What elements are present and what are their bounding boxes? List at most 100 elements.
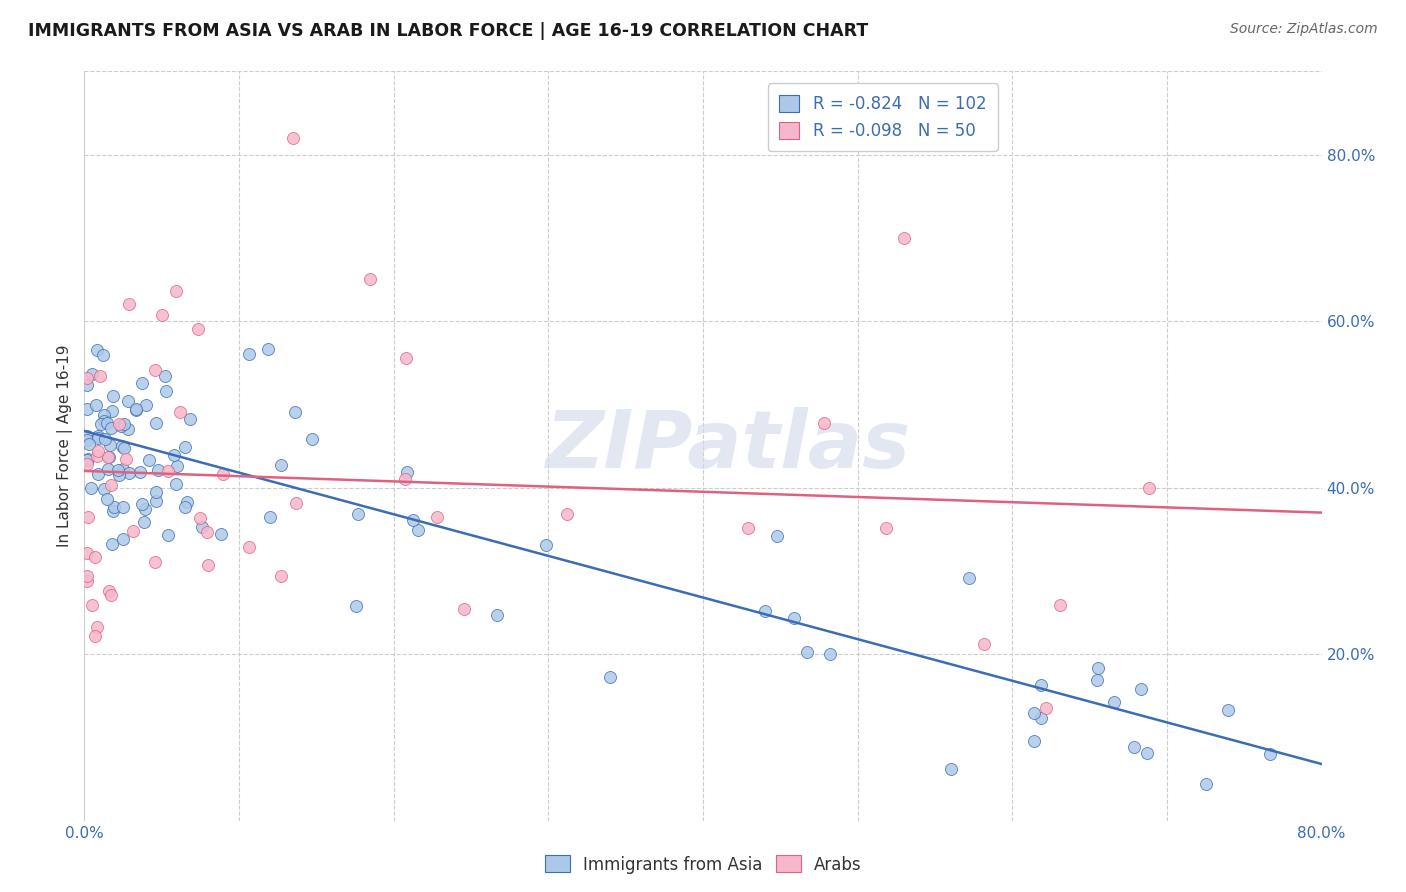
Point [84, 629, 107, 643]
Point [555, 507, 578, 521]
Point [114, 441, 136, 455]
Point [79, 437, 101, 451]
Point [86, 343, 108, 358]
Point [86, 449, 108, 463]
Point [259, 509, 281, 524]
Point [93, 483, 115, 497]
Point [101, 504, 124, 518]
Point [77, 510, 100, 524]
Point [165, 284, 187, 298]
Point [145, 485, 167, 500]
Point [396, 465, 419, 479]
Legend: R = -0.824   N = 102, R = -0.098   N = 50: R = -0.824 N = 102, R = -0.098 N = 50 [768, 84, 998, 152]
Point [301, 432, 323, 446]
Point [131, 376, 153, 390]
Point [107, 462, 129, 476]
Point [197, 558, 219, 573]
Point [101, 404, 124, 418]
Point [157, 527, 180, 541]
Point [599, 670, 621, 684]
Point [125, 402, 148, 417]
Point [820, 647, 842, 661]
Point [344, 599, 367, 613]
Point [83, 549, 105, 564]
Point [94, 432, 117, 446]
Point [96, 416, 118, 430]
Point [132, 515, 155, 529]
Point [103, 500, 125, 515]
Point [135, 398, 157, 412]
Point [76, 546, 98, 560]
Point [76, 402, 98, 417]
Point [270, 458, 292, 472]
Point [238, 541, 260, 555]
Point [86, 620, 108, 634]
Point [98, 584, 121, 599]
Point [1085, 673, 1108, 687]
Legend: Immigrants from Asia, Arabs: Immigrants from Asia, Arabs [536, 847, 870, 882]
Point [76, 433, 98, 447]
Point [212, 467, 235, 482]
Point [101, 537, 124, 551]
Point [1029, 711, 1052, 725]
Point [90, 417, 112, 431]
Point [108, 417, 131, 431]
Point [131, 497, 153, 511]
Point [169, 405, 191, 419]
Point [394, 471, 416, 485]
Point [187, 322, 209, 336]
Point [86, 444, 108, 458]
Text: IMMIGRANTS FROM ASIA VS ARAB IN LABOR FORCE | AGE 16-19 CORRELATION CHART: IMMIGRANTS FROM ASIA VS ARAB IN LABOR FO… [28, 22, 869, 40]
Point [114, 452, 136, 467]
Point [110, 419, 132, 434]
Point [76, 377, 98, 392]
Point [143, 555, 166, 569]
Point [1102, 695, 1125, 709]
Point [737, 521, 759, 535]
Point [87, 429, 110, 443]
Point [97, 462, 120, 476]
Point [118, 466, 141, 480]
Point [108, 468, 131, 483]
Point [80, 368, 103, 382]
Point [148, 463, 170, 477]
Point [256, 343, 278, 357]
Point [402, 513, 425, 527]
Point [939, 763, 962, 777]
Point [96, 491, 118, 506]
Point [1024, 706, 1046, 720]
Point [426, 510, 449, 524]
Point [1123, 740, 1146, 755]
Point [179, 411, 201, 425]
Point [138, 452, 160, 467]
Point [76, 457, 98, 471]
Point [84, 398, 107, 412]
Point [173, 441, 195, 455]
Point [118, 296, 141, 310]
Point [150, 308, 173, 322]
Point [143, 363, 166, 377]
Point [453, 602, 475, 616]
Point [80, 481, 103, 495]
Point [145, 493, 167, 508]
Text: Source: ZipAtlas.com: Source: ZipAtlas.com [1230, 22, 1378, 37]
Point [1260, 747, 1282, 761]
Point [111, 439, 134, 453]
Point [176, 495, 198, 509]
Point [754, 604, 776, 618]
Point [1195, 777, 1218, 791]
Point [89, 368, 111, 383]
Point [157, 464, 180, 478]
Point [893, 231, 915, 245]
Point [93, 347, 115, 361]
Point [134, 501, 156, 516]
Point [395, 351, 418, 366]
Point [1029, 678, 1052, 692]
Point [973, 637, 995, 651]
Point [87, 467, 110, 482]
Point [190, 520, 212, 534]
Point [76, 429, 98, 443]
Point [112, 532, 135, 546]
Point [129, 465, 152, 479]
Point [238, 347, 260, 361]
